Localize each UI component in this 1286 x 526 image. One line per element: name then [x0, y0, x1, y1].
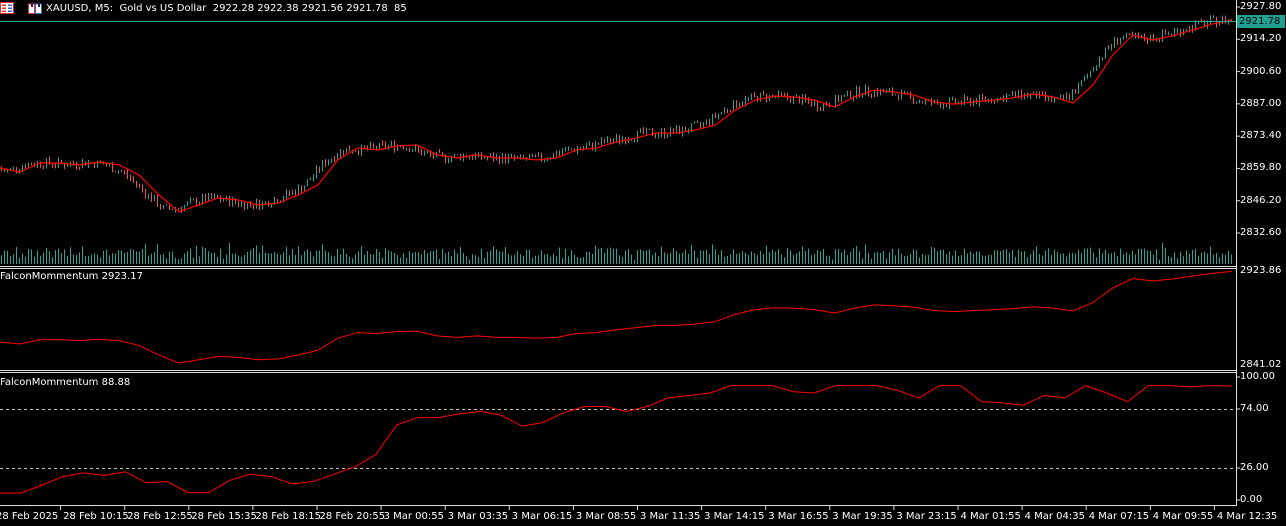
- y-tick-label: 0.00: [1240, 494, 1263, 505]
- chart-list-icon[interactable]: [0, 2, 14, 14]
- indicator1-line: [0, 270, 1233, 364]
- x-tick-label: 3 Mar 03:35: [447, 511, 509, 522]
- y-tick-label: 2887.00: [1240, 97, 1282, 109]
- x-tick-label: 3 Mar 19:35: [832, 511, 893, 522]
- x-tick-label: 3 Mar 06:15: [511, 511, 573, 522]
- x-tick-label: 4 Mar 12:35: [1216, 511, 1278, 522]
- x-tick-label: 4 Mar 09:55: [1152, 511, 1214, 522]
- indicator1-label: FalconMommentum 2923.17: [0, 271, 143, 282]
- x-tick-label: 3 Mar 23:15: [896, 511, 957, 522]
- indicator2-line: [0, 385, 1233, 494]
- y-tick-label: 26.00: [1240, 462, 1269, 474]
- x-tick-label: 3 Mar 08:55: [575, 511, 637, 522]
- indicator2-label: FalconMommentum 88.88: [0, 377, 131, 388]
- x-tick-label: 28 Feb 20:55: [319, 511, 386, 522]
- x-tick-label: 3 Mar 00:55: [383, 511, 444, 522]
- x-tick-label: 4 Mar 04:35: [1024, 511, 1085, 522]
- symbol-info: XAUUSD, M5: Gold vs US Dollar 2922.28 29…: [46, 2, 407, 14]
- y-tick-label: 74.00: [1240, 402, 1269, 414]
- x-tick-label: 28 Feb 15:35: [191, 511, 257, 522]
- x-tick-label: 3 Mar 14:15: [704, 511, 765, 522]
- y-tick-label: 2873.40: [1240, 130, 1282, 142]
- x-tick-label: 28 Feb 10:15: [63, 511, 129, 522]
- x-tick-label: 28 Feb 2025: [0, 511, 59, 522]
- x-tick-label: 28 Feb 12:55: [127, 511, 193, 522]
- y-tick-label: 2927.80: [1240, 1, 1282, 12]
- moving-average-line: [0, 19, 1233, 213]
- chart-header: XAUUSD, M5: Gold vs US Dollar 2922.28 29…: [0, 1, 407, 15]
- x-tick-label: 3 Mar 11:35: [640, 511, 701, 522]
- x-tick-label: 4 Mar 01:55: [960, 511, 1021, 522]
- y-tick-label: 100.00: [1240, 371, 1275, 382]
- y-tick-label: 2923.86: [1240, 265, 1282, 276]
- x-tick-label: 4 Mar 07:15: [1088, 511, 1150, 522]
- y-tick-label: 2914.20: [1240, 33, 1282, 45]
- y-tick-label: 2841.02: [1240, 359, 1282, 370]
- y-tick-label: 2859.80: [1240, 162, 1282, 174]
- current-price-label: 2921.78: [1237, 15, 1285, 28]
- x-tick-label: 28 Feb 18:15: [255, 511, 321, 522]
- y-tick-label: 2832.60: [1240, 227, 1282, 238]
- x-tick-label: 3 Mar 16:55: [768, 511, 829, 522]
- y-tick-label: 2846.20: [1240, 194, 1282, 206]
- chart-window-icon[interactable]: [28, 2, 42, 14]
- y-tick-label: 2900.60: [1240, 65, 1282, 77]
